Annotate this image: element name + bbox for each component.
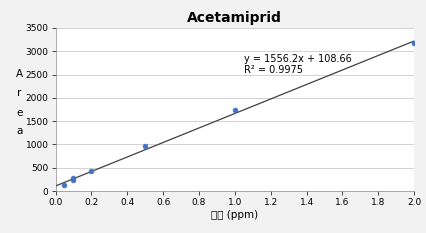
Point [410,41,417,45]
Text: y = 1556.2x + 108.66
R² = 0.9975: y = 1556.2x + 108.66 R² = 0.9975 [243,54,351,75]
Point [141,144,148,148]
Point [231,109,238,112]
Title: Acetamiprid: Acetamiprid [187,11,282,25]
X-axis label: 농도 (ppm): 농도 (ppm) [211,210,258,220]
Point [70,178,77,182]
Text: a: a [17,126,23,136]
Text: A: A [16,69,23,79]
Text: r: r [17,88,22,98]
Text: e: e [17,108,23,118]
Point [61,183,68,187]
Point [70,176,77,180]
Point [88,169,95,173]
